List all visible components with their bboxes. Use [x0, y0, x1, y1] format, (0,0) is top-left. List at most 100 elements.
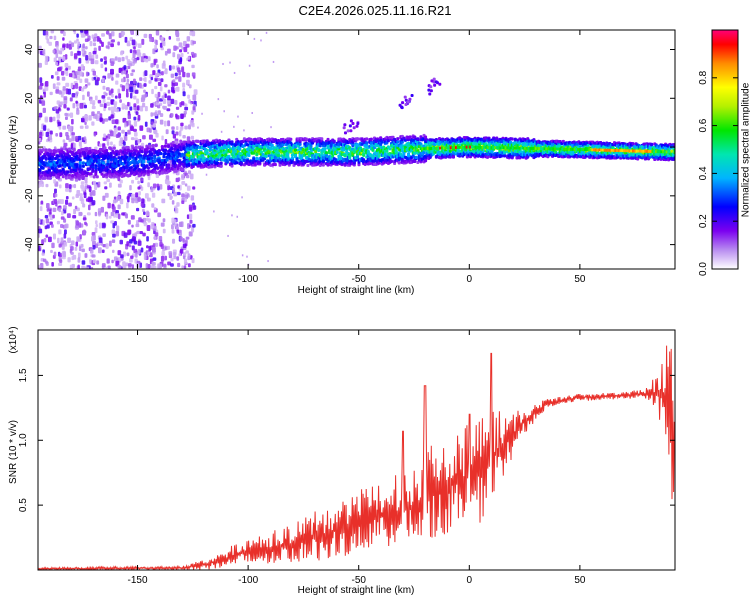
spectrogram-cell — [151, 247, 156, 253]
spectrogram-cell — [365, 137, 369, 141]
spectrogram-cell — [104, 266, 109, 269]
spectrogram-cell — [41, 252, 45, 256]
spectrogram-cell — [186, 79, 190, 86]
spectrogram-cell — [152, 123, 156, 128]
spectrogram-cell — [190, 102, 192, 105]
spectrogram-cell — [79, 78, 83, 83]
spectrogram-cell — [50, 155, 54, 159]
spectrogram-cell — [150, 153, 154, 157]
spectrogram-cell — [79, 193, 83, 198]
spectrogram-cell — [246, 255, 248, 258]
spectrogram-cell — [183, 265, 187, 269]
spectrogram-cell — [64, 176, 68, 180]
spectrogram-cell — [50, 74, 54, 79]
spectrogram-cell — [142, 208, 145, 213]
spectrogram-cell — [105, 213, 109, 220]
spectrogram-cell — [110, 43, 114, 48]
spectrogram-cell — [175, 86, 180, 92]
spectrogram-cell — [94, 149, 98, 153]
spectrogram-cell — [65, 116, 68, 120]
spectrogram-cell — [75, 241, 79, 247]
spectrogram-cell — [192, 40, 196, 45]
spectrogram-cell — [178, 70, 181, 76]
spectrogram-cell — [172, 79, 176, 84]
spectrogram-cell — [119, 198, 124, 205]
spectrogram-cell — [78, 141, 82, 147]
spectrogram-cell — [105, 30, 110, 35]
spectrogram-cell — [157, 77, 161, 82]
spectrogram-cell — [85, 71, 89, 77]
spectrogram-cell — [42, 219, 45, 226]
spectrogram-cell — [90, 248, 94, 254]
spectrogram-cell — [90, 266, 94, 269]
spectrogram-cell — [129, 86, 134, 93]
spectrogram-cell — [49, 35, 53, 40]
spectrogram-cell — [154, 93, 158, 98]
spectrogram-cell — [75, 193, 79, 199]
spectrogram-cell — [65, 199, 69, 205]
spectrogram-cell — [147, 174, 151, 181]
spectrogram-cell — [141, 38, 145, 45]
spectrogram-cell — [183, 258, 188, 265]
spectrogram-cell — [154, 77, 158, 82]
spectrogram-cell — [77, 135, 82, 141]
spectrogram-cell — [117, 132, 121, 138]
spectrogram-cell — [49, 134, 53, 140]
spectrogram-cell — [235, 161, 239, 165]
spectrogram-cell — [67, 237, 71, 243]
spectrogram-cell — [95, 224, 98, 228]
spectrogram-cell — [100, 63, 104, 69]
spectrogram-cell — [499, 154, 503, 158]
spectrogram-cell — [121, 78, 125, 83]
spectrogram-cell — [41, 148, 45, 152]
spectrogram-cell — [205, 173, 208, 176]
spectrogram-cell — [66, 107, 70, 111]
spectrogram-cell — [301, 147, 305, 152]
spectrogram-cell — [186, 36, 191, 42]
spectrogram-cell — [148, 80, 152, 84]
spectrogram-cell — [129, 184, 132, 191]
spectrogram-cell — [77, 50, 81, 56]
spectrogram-cell — [123, 160, 127, 164]
spectrogram-cell — [424, 159, 428, 163]
spectrogram-cell — [97, 99, 102, 104]
spectrogram-cell — [108, 106, 111, 111]
spectrogram-cell — [185, 236, 190, 240]
spectrogram-cell — [320, 137, 324, 141]
spectrogram-cell — [77, 264, 80, 269]
spectrogram-cell — [38, 168, 42, 173]
spectrogram-cell — [171, 130, 175, 135]
spectrogram-cell — [95, 220, 98, 225]
spectrogram-cell — [189, 119, 194, 126]
spectrogram-cell — [188, 224, 192, 228]
spectrogram-cell — [167, 89, 171, 94]
spectrogram-cell — [52, 83, 56, 90]
spectrogram-cell — [217, 98, 220, 101]
spectrogram-cell — [68, 138, 72, 143]
spectrogram-cell — [41, 166, 45, 170]
spectrogram-cell — [342, 148, 346, 152]
spectrogram-cell — [185, 174, 190, 179]
spectrogram-cell — [68, 125, 72, 132]
spectrogram-cell — [155, 232, 159, 237]
spectrogram-cell — [50, 30, 55, 34]
spectrogram-cell — [49, 116, 53, 123]
spectrogram-cell — [47, 236, 52, 243]
spectrogram-cell — [73, 53, 78, 59]
spectrogram-cell — [81, 33, 86, 38]
spectrogram-cell — [187, 94, 190, 99]
spectrogram-cell — [88, 204, 91, 211]
spectrogram-cell — [191, 110, 195, 115]
spectrogram-cell — [52, 173, 56, 177]
spectrogram-cell — [59, 101, 64, 106]
spectrogram-cell — [46, 163, 50, 167]
spectrogram-cell — [104, 67, 108, 72]
spectrogram-cell — [179, 232, 182, 237]
spectrogram-cell — [241, 196, 243, 199]
spectrogram-cell — [139, 82, 142, 89]
spectrogram-cell — [118, 93, 122, 99]
spectrogram-cell — [96, 183, 100, 188]
spectrogram-cell — [54, 149, 58, 153]
spectrogram-cell — [74, 246, 78, 251]
spectrogram-cell — [92, 175, 96, 179]
